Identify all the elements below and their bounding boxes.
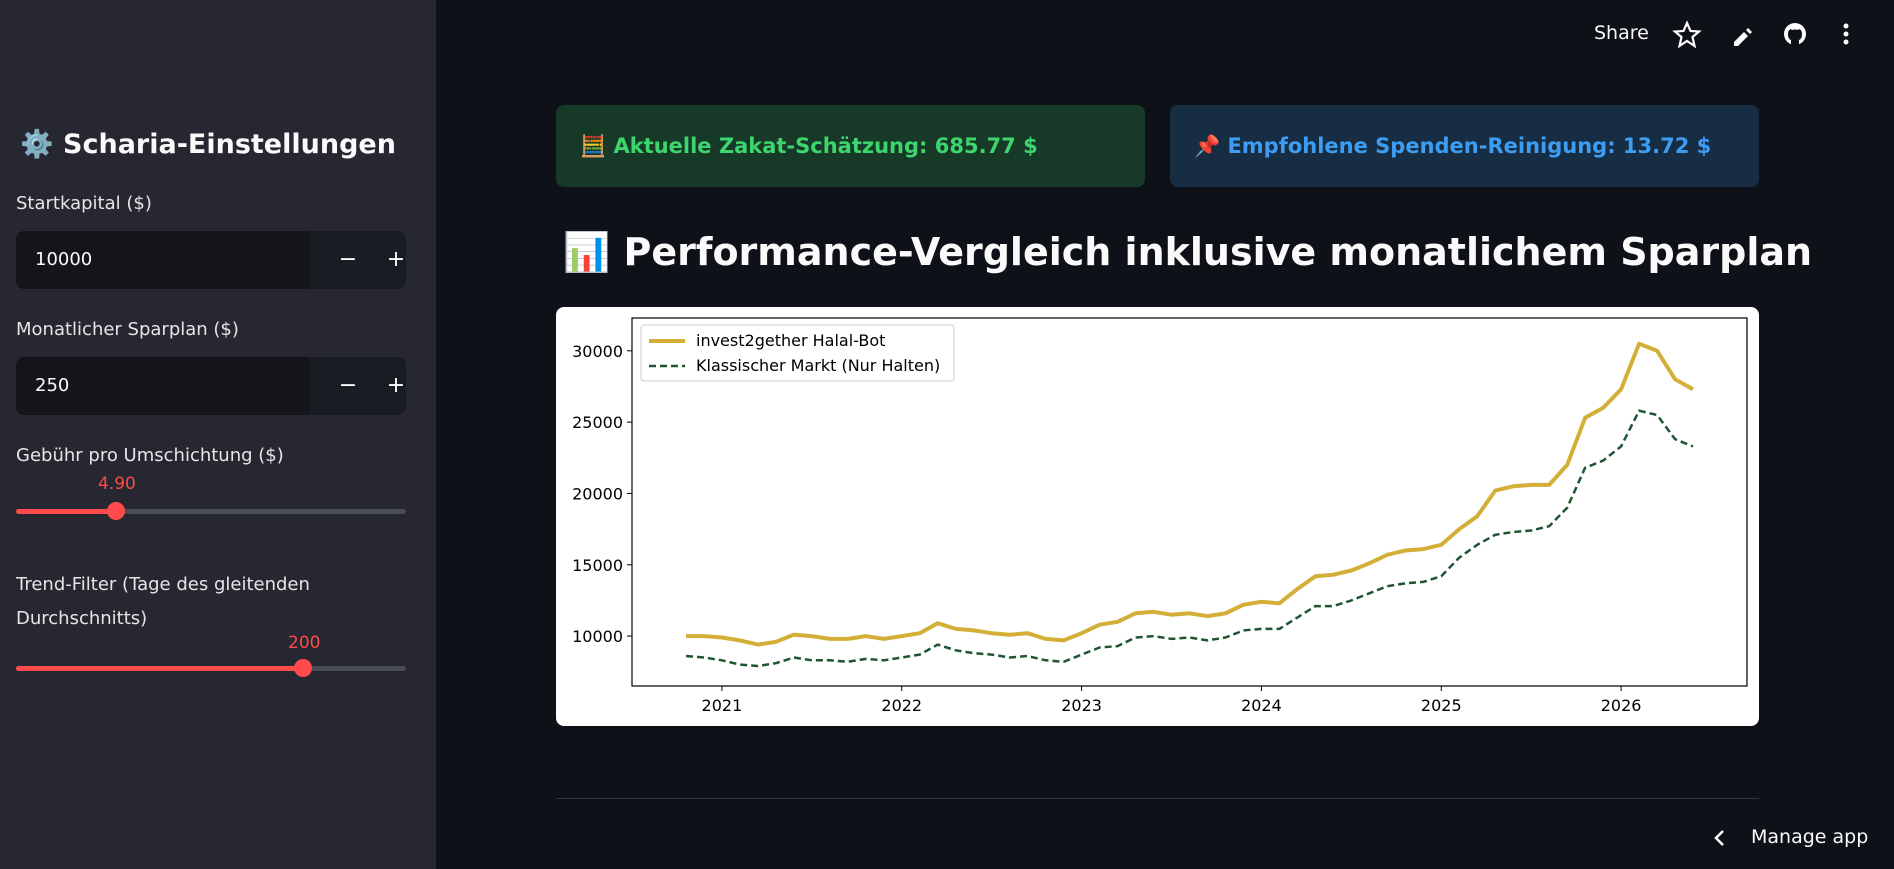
y-tick-label: 15000	[572, 556, 623, 575]
legend-box	[640, 324, 955, 382]
y-tick-label: 30000	[572, 342, 623, 361]
increment[interactable]: +	[386, 373, 406, 398]
section-heading: 📊 Performance-Vergleich inklusive monatl…	[563, 230, 1813, 274]
success-alert: 🧮 Aktuelle Zakat-Schätzung: 685.77 $	[556, 105, 1145, 187]
slider-value: 4.90	[98, 474, 136, 494]
share-button[interactable]: Share	[1594, 22, 1649, 44]
increment[interactable]: +	[386, 247, 406, 272]
input-label: Startkapital ($)	[16, 193, 152, 214]
slider-label: Gebühr pro Umschichtung ($)	[16, 445, 284, 466]
decrement[interactable]: −	[338, 247, 358, 272]
y-tick-label: 10000	[572, 627, 623, 646]
plot-frame	[631, 317, 1748, 687]
input-value: 10000	[35, 249, 93, 270]
x-tick-label: 2022	[881, 696, 922, 715]
chart-card: 10000 15000 20000 25000 30000 2021 2022 2023 202…	[556, 307, 1759, 726]
decrement[interactable]: −	[338, 373, 358, 398]
legend-label: Klassischer Markt (Nur Halten)	[696, 356, 940, 375]
y-tick-label: 25000	[572, 413, 623, 432]
x-tick-label: 2021	[702, 696, 743, 715]
sidebar: ⚙️ Scharia-Einstellungen Startkapital ($…	[0, 0, 436, 869]
manage-app[interactable]: Manage app	[1751, 826, 1869, 848]
chart: 10000 15000 20000 25000 30000 2021 2022 2023 202…	[572, 317, 1748, 715]
slider[interactable]	[16, 659, 406, 677]
input-label: Monatlicher Sparplan ($)	[16, 319, 239, 340]
y-tick-label: 20000	[572, 484, 623, 503]
number-input[interactable]: 250 − +	[16, 357, 406, 415]
x-tick-label: 2024	[1241, 696, 1282, 715]
slider-value: 200	[288, 633, 321, 653]
edit-icon[interactable]	[1734, 28, 1752, 46]
number-input[interactable]: 10000 − +	[16, 231, 406, 289]
slider-label: Trend-Filter (Tage des gleitenden Durchs…	[16, 574, 310, 629]
x-tick-label: 2023	[1061, 696, 1102, 715]
legend-label: invest2gether Halal-Bot	[696, 331, 885, 350]
divider	[556, 798, 1759, 799]
slider[interactable]	[16, 502, 406, 520]
star-icon[interactable]	[1672, 20, 1702, 49]
x-tick-label: 2025	[1421, 696, 1462, 715]
toolbar-icons	[1672, 20, 1849, 49]
menu-icon[interactable]	[1843, 23, 1849, 29]
chevron-icon	[1714, 830, 1724, 846]
sidebar-title: ⚙️ Scharia-Einstellungen	[20, 129, 396, 160]
series-line	[685, 409, 1694, 668]
x-tick-label: 2026	[1601, 696, 1642, 715]
input-value: 250	[35, 375, 70, 396]
series-line	[686, 341, 1694, 647]
info-alert: 📌 Empfohlene Spenden-Reinigung: 13.72 $	[1170, 105, 1759, 187]
